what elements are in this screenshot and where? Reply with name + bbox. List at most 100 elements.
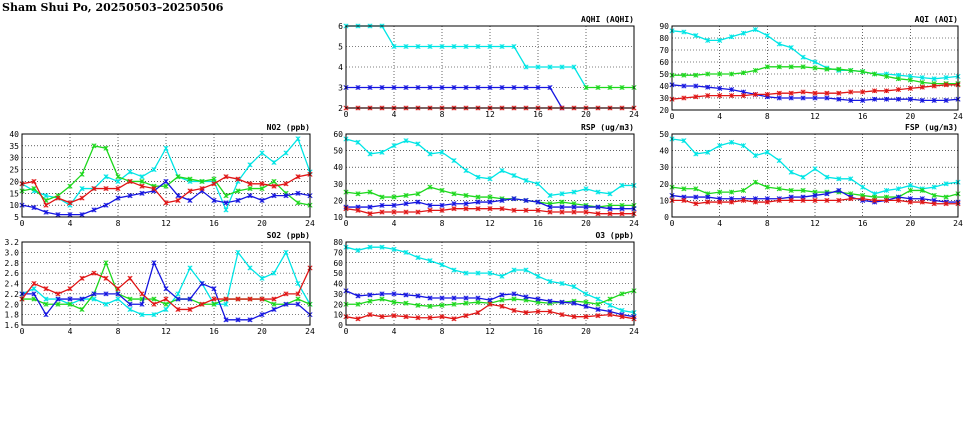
data-point: [523, 84, 529, 91]
data-point: [717, 199, 723, 205]
data-point: [355, 316, 361, 322]
x-tick-label: 16: [533, 219, 543, 228]
x-tick-label: 16: [858, 112, 868, 121]
o3-plot-frame: [345, 241, 635, 326]
y-tick-label: 60: [333, 259, 343, 268]
data-point: [67, 200, 73, 206]
fsp-chart-title: FSP (ug/m3): [905, 123, 958, 132]
data-point: [259, 296, 265, 302]
data-point: [487, 270, 493, 276]
data-point: [571, 314, 577, 320]
y-tick-label: 0: [338, 321, 343, 330]
data-point: [415, 315, 421, 321]
data-point: [693, 151, 699, 157]
y-tick-label: 1.6: [5, 321, 20, 330]
data-point: [439, 84, 445, 91]
data-point: [943, 82, 949, 88]
data-point: [211, 296, 217, 302]
data-point: [559, 64, 565, 70]
data-point: [764, 91, 770, 97]
data-point: [717, 37, 723, 43]
data-point: [583, 291, 589, 297]
data-point: [895, 96, 901, 102]
data-point: [800, 64, 806, 70]
data-point: [788, 187, 794, 193]
data-point: [127, 193, 133, 199]
data-point: [439, 43, 445, 50]
y-tick-label: 2.8: [5, 259, 20, 268]
data-point: [103, 291, 109, 297]
data-point: [776, 186, 782, 192]
data-point: [271, 193, 277, 199]
data-point: [752, 91, 758, 97]
data-point: [583, 204, 589, 210]
data-point: [907, 199, 913, 205]
data-point: [511, 84, 517, 91]
data-point: [439, 149, 445, 155]
data-point: [451, 158, 457, 164]
data-point: [367, 244, 373, 250]
data-point: [931, 201, 937, 207]
data-point: [523, 197, 529, 203]
data-point: [415, 293, 421, 299]
data-point: [717, 71, 723, 77]
data-point: [31, 178, 37, 184]
data-point: [619, 211, 625, 217]
x-tick-label: 20: [257, 219, 267, 228]
data-point: [43, 202, 49, 208]
data-point: [475, 295, 481, 301]
data-point: [259, 312, 265, 318]
data-point: [463, 300, 469, 306]
data-point: [271, 306, 277, 312]
data-point: [355, 301, 361, 307]
data-point: [151, 185, 157, 192]
data-point: [235, 176, 241, 182]
x-tick-label: 0: [670, 112, 675, 121]
data-point: [693, 83, 699, 89]
data-point: [247, 185, 253, 192]
data-point: [103, 275, 109, 281]
y-tick-label: 20: [333, 300, 343, 309]
data-point: [812, 90, 818, 96]
series-line-blue: [346, 86, 563, 109]
data-point: [919, 199, 925, 205]
data-point: [247, 162, 253, 168]
y-tick-label: 3.0: [5, 248, 20, 257]
data-point: [788, 197, 794, 203]
data-point: [848, 176, 854, 182]
x-tick-label: 20: [906, 219, 916, 228]
x-tick-label: 16: [209, 327, 219, 336]
x-tick-label: 0: [670, 219, 675, 228]
data-point: [475, 194, 481, 200]
data-point: [523, 177, 529, 184]
x-tick-label: 20: [257, 327, 267, 336]
y-tick-label: 20: [659, 180, 669, 189]
data-point: [559, 209, 565, 215]
data-point: [499, 303, 505, 309]
data-point: [427, 315, 433, 321]
x-tick-label: 12: [810, 112, 820, 121]
data-point: [907, 77, 913, 83]
x-tick-label: 0: [344, 110, 349, 119]
data-point: [427, 43, 433, 50]
data-point: [223, 207, 229, 213]
data-point: [583, 314, 589, 320]
y-tick-label: 3: [338, 84, 343, 93]
y-tick-label: 30: [9, 154, 19, 163]
data-point: [235, 296, 241, 302]
data-point: [439, 262, 445, 268]
data-point: [571, 284, 577, 290]
data-point: [103, 301, 109, 307]
data-point: [729, 189, 735, 195]
data-point: [907, 85, 913, 91]
y-tick-label: 2: [338, 104, 343, 113]
data-point: [752, 27, 758, 33]
rsp-plot-frame: [345, 133, 635, 218]
data-point: [776, 197, 782, 203]
data-point: [559, 312, 565, 318]
x-tick-label: 4: [68, 219, 73, 228]
data-point: [67, 183, 73, 189]
data-point: [693, 201, 699, 207]
data-point: [872, 197, 878, 203]
